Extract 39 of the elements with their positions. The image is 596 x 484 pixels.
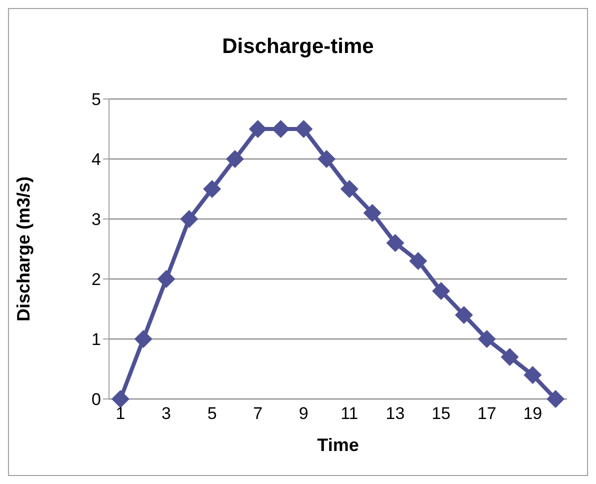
x-tick-label: 1: [116, 404, 126, 424]
y-tick-label: 5: [92, 90, 101, 110]
point: [432, 282, 450, 300]
point: [157, 270, 176, 288]
point: [500, 348, 519, 366]
point: [248, 120, 267, 138]
point: [386, 234, 404, 252]
x-tick-label: 11: [340, 404, 358, 424]
x-tick-label: 19: [523, 404, 542, 424]
x-axis-title: Time: [317, 435, 359, 455]
point: [478, 330, 496, 348]
point: [318, 150, 336, 168]
y-tick-label: 4: [92, 150, 101, 170]
point: [203, 180, 222, 198]
x-tick-label: 7: [253, 404, 263, 424]
chart-title: Discharge-time: [221, 35, 375, 59]
x-tick-label: 3: [162, 404, 171, 424]
point: [226, 150, 244, 168]
x-tick-label: 13: [386, 404, 405, 424]
point: [546, 390, 565, 408]
point: [134, 330, 152, 348]
x-tick-label: 17: [477, 404, 496, 424]
x-tick-label: 9: [298, 404, 308, 424]
point: [180, 210, 198, 228]
point: [272, 120, 290, 138]
point: [340, 180, 358, 198]
point: [524, 366, 542, 384]
y-tick-label: 2: [92, 270, 101, 290]
y-axis-title: Discharge (m3/s): [13, 176, 34, 322]
x-tick-label: 15: [432, 404, 451, 424]
x-tick-label: 5: [207, 404, 217, 424]
point: [409, 252, 428, 270]
point: [111, 390, 130, 408]
point: [363, 204, 382, 222]
y-tick-label: 0: [92, 390, 101, 410]
y-tick-label: 3: [92, 210, 101, 230]
point: [454, 306, 473, 324]
point: [294, 120, 313, 138]
y-tick-label: 1: [92, 330, 101, 350]
